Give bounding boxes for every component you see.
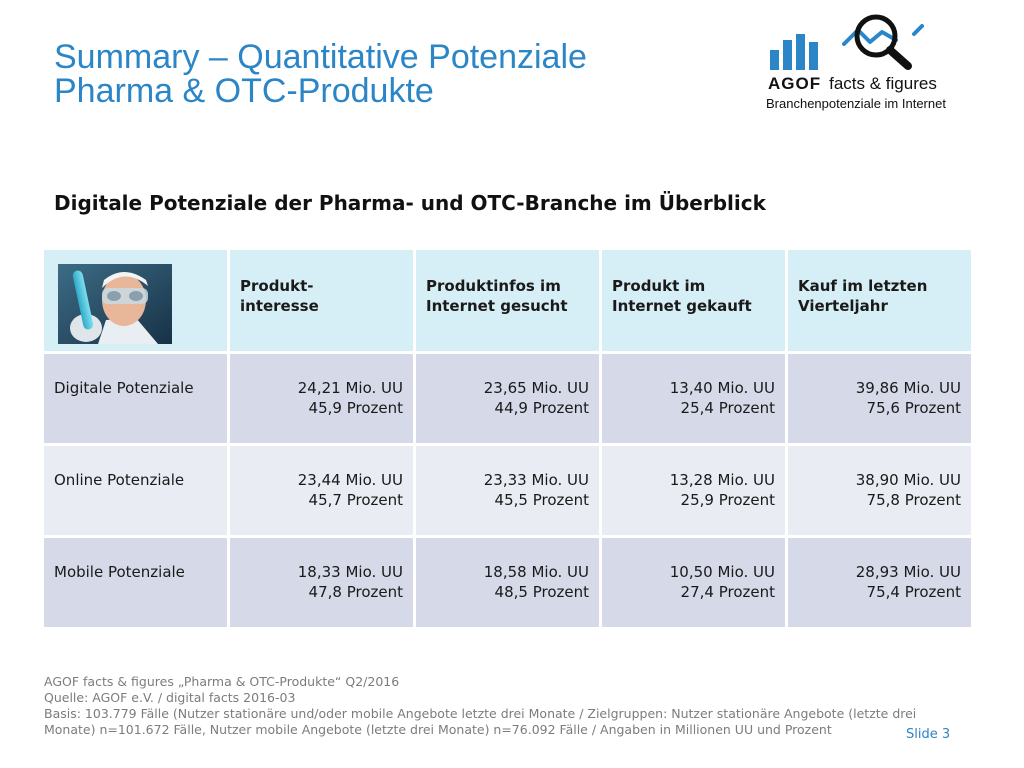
table-cell: 13,40 Mio. UU 25,4 Prozent	[602, 354, 785, 443]
cell-percent: 27,4 Prozent	[680, 583, 775, 601]
potentials-table: Produkt- interesse Produktinfos im Inter…	[41, 247, 974, 630]
footer-basis: Basis: 103.779 Fälle (Nutzer stationäre …	[44, 706, 917, 737]
cell-percent: 25,4 Prozent	[680, 399, 775, 417]
row-label: Mobile Potenziale	[44, 538, 227, 627]
table-cell: 10,50 Mio. UU 27,4 Prozent	[602, 538, 785, 627]
cell-uu: 24,21 Mio. UU	[297, 379, 403, 397]
table-cell: 28,93 Mio. UU 75,4 Prozent	[788, 538, 971, 627]
column-header-3: Produkt im Internet gekauft	[602, 250, 785, 351]
cell-percent: 45,7 Prozent	[308, 491, 403, 509]
column-header-4-line-1: Kauf im letzten	[798, 277, 928, 295]
cell-percent: 45,5 Prozent	[494, 491, 589, 509]
cell-percent: 48,5 Prozent	[494, 583, 589, 601]
footer-notes: AGOF facts & figures „Pharma & OTC-Produ…	[44, 674, 954, 738]
cell-percent: 45,9 Prozent	[308, 399, 403, 417]
table-header-row: Produkt- interesse Produktinfos im Inter…	[44, 250, 971, 351]
column-header-1: Produkt- interesse	[230, 250, 413, 351]
table-cell: 13,28 Mio. UU 25,9 Prozent	[602, 446, 785, 535]
row-label: Online Potenziale	[44, 446, 227, 535]
agof-logo: AGOF facts & figures Branchenpotenziale i…	[766, 12, 976, 112]
footer-publication: AGOF facts & figures „Pharma & OTC-Produ…	[44, 674, 400, 689]
column-header-2-line-1: Produktinfos im	[426, 277, 561, 295]
cell-uu: 23,44 Mio. UU	[297, 471, 403, 489]
column-header-2: Produktinfos im Internet gesucht	[416, 250, 599, 351]
column-header-1-line-1: Produkt-	[240, 277, 314, 295]
table-cell: 18,33 Mio. UU 47,8 Prozent	[230, 538, 413, 627]
cell-percent: 25,9 Prozent	[680, 491, 775, 509]
table-cell: 38,90 Mio. UU 75,8 Prozent	[788, 446, 971, 535]
cell-uu: 28,93 Mio. UU	[855, 563, 961, 581]
table-row: Mobile Potenziale 18,33 Mio. UU 47,8 Proz…	[44, 538, 971, 627]
logo-tagline: Branchenpotenziale im Internet	[766, 96, 946, 111]
logo-brand-text: AGOF facts & figures	[768, 74, 937, 94]
table-cell: 23,33 Mio. UU 45,5 Prozent	[416, 446, 599, 535]
column-header-2-line-2: Internet gesucht	[426, 297, 568, 315]
table-cell: 24,21 Mio. UU 45,9 Prozent	[230, 354, 413, 443]
table-cell: 18,58 Mio. UU 48,5 Prozent	[416, 538, 599, 627]
cell-percent: 75,6 Prozent	[866, 399, 961, 417]
table-cell: 23,44 Mio. UU 45,7 Prozent	[230, 446, 413, 535]
column-header-4-line-2: Vierteljahr	[798, 297, 888, 315]
cell-uu: 13,40 Mio. UU	[669, 379, 775, 397]
column-header-3-line-1: Produkt im	[612, 277, 706, 295]
footer-source: Quelle: AGOF e.V. / digital facts 2016-0…	[44, 690, 296, 705]
column-header-1-line-2: interesse	[240, 297, 319, 315]
lab-scientist-photo	[58, 264, 172, 344]
cell-percent: 75,4 Prozent	[866, 583, 961, 601]
magnifier-chart-icon	[770, 14, 924, 70]
cell-uu: 23,65 Mio. UU	[483, 379, 589, 397]
cell-percent: 47,8 Prozent	[308, 583, 403, 601]
header-image-cell	[44, 250, 227, 351]
table-cell: 23,65 Mio. UU 44,9 Prozent	[416, 354, 599, 443]
row-label: Digitale Potenziale	[44, 354, 227, 443]
table-row: Digitale Potenziale 24,21 Mio. UU 45,9 Pr…	[44, 354, 971, 443]
cell-uu: 38,90 Mio. UU	[855, 471, 961, 489]
cell-uu: 18,58 Mio. UU	[483, 563, 589, 581]
column-header-4: Kauf im letzten Vierteljahr	[788, 250, 971, 351]
cell-uu: 18,33 Mio. UU	[297, 563, 403, 581]
logo-product: facts & figures	[829, 74, 937, 93]
cell-uu: 10,50 Mio. UU	[669, 563, 775, 581]
cell-uu: 39,86 Mio. UU	[855, 379, 961, 397]
cell-percent: 44,9 Prozent	[494, 399, 589, 417]
cell-percent: 75,8 Prozent	[866, 491, 961, 509]
cell-uu: 13,28 Mio. UU	[669, 471, 775, 489]
section-subtitle: Digitale Potenziale der Pharma- und OTC-…	[54, 191, 766, 215]
slide-title-line-1: Summary – Quantitative Potenziale	[54, 38, 587, 76]
slide-title-line-2: Pharma & OTC-Produkte	[54, 72, 434, 110]
logo-brand: AGOF	[768, 74, 822, 93]
table-cell: 39,86 Mio. UU 75,6 Prozent	[788, 354, 971, 443]
slide-number: Slide 3	[906, 727, 951, 742]
cell-uu: 23,33 Mio. UU	[483, 471, 589, 489]
table-row: Online Potenziale 23,44 Mio. UU 45,7 Proz…	[44, 446, 971, 535]
slide-title: Summary – Quantitative Potenziale Pharma…	[54, 40, 587, 108]
column-header-3-line-2: Internet gekauft	[612, 297, 752, 315]
